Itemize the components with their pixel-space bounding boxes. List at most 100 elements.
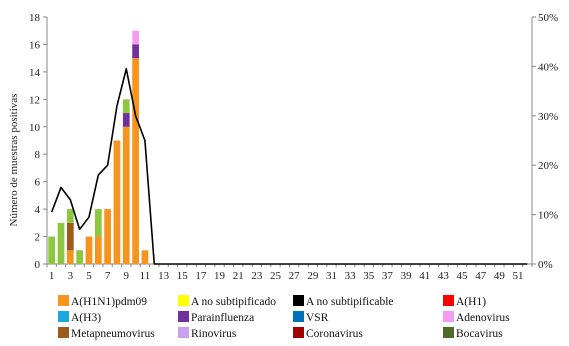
y-tick-label: 2 [35, 232, 41, 244]
bar-a-h1n1-pdm09-w9 [122, 126, 130, 265]
legend-item: Parainfluenza [178, 311, 254, 325]
bar-a-h1n1-pdm09-w10 [132, 58, 139, 264]
x-tick-label: 37 [382, 270, 394, 282]
legend-item: Adenovirus [443, 311, 510, 325]
legend-swatch [293, 327, 304, 338]
x-tick-label: 41 [419, 270, 430, 282]
x-tick-label: 15 [177, 270, 189, 282]
bar-unlabeled-w4 [76, 250, 84, 264]
bars [48, 30, 149, 265]
legend-swatch [58, 295, 69, 306]
y-tick-label: 6 [35, 177, 41, 189]
x-tick-label: 19 [214, 270, 226, 282]
bar-a-h1n1-pdm09-w8 [113, 140, 121, 264]
x-tick-label: 31 [326, 270, 337, 282]
legend-item: Metapneumovirus [58, 327, 155, 341]
legend-label: Metapneumovirus [71, 328, 155, 340]
x-tick-label: 49 [494, 270, 506, 282]
legend-label: Adenovirus [456, 312, 510, 324]
legend-label: A(H3) [71, 312, 102, 324]
x-tick-label: 7 [105, 270, 111, 282]
y2-tick-label: 50% [538, 12, 558, 24]
legend-item: A no subtipificado [178, 295, 276, 309]
legend-item: A(H3) [58, 311, 101, 325]
x-tick-label: 13 [158, 270, 170, 282]
bar-metapneumovirus-w3 [66, 222, 74, 251]
legend-swatch [293, 311, 304, 322]
bar-adenovirus-w10 [132, 30, 139, 45]
x-tick-label: 35 [363, 270, 375, 282]
x-tick-label: 33 [345, 270, 357, 282]
y-tick-label: 14 [29, 67, 41, 79]
bar-unlabeled-w3 [66, 209, 74, 223]
legend-item: Bocavirus [443, 327, 503, 341]
x-tick-label: 45 [457, 270, 469, 282]
bar-unlabeled-w6 [94, 209, 102, 237]
legend: A(H1N1)pdm09 A no subtipificado A no subti… [58, 295, 558, 345]
x-tick-label: 3 [68, 270, 74, 282]
legend-item: A(H1) [443, 295, 486, 309]
bar-a-h1n1-pdm09-w3 [66, 250, 74, 264]
bar-a-h1n1-pdm09-w5 [85, 236, 93, 264]
legend-label: A no subtipificado [191, 296, 276, 308]
legend-label: A(H1) [456, 296, 487, 308]
y2-tick-label: 0% [538, 259, 553, 271]
legend-swatch [443, 295, 454, 306]
legend-item: Rinovirus [178, 327, 236, 341]
x-tick-label: 25 [270, 270, 282, 282]
y2-tick-label: 20% [538, 160, 558, 172]
legend-item: VSR [293, 311, 328, 325]
x-tick-label: 23 [251, 270, 263, 282]
x-tick-label: 11 [140, 270, 151, 282]
x-tick-label: 17 [195, 270, 207, 282]
x-tick-label: 51 [513, 270, 524, 282]
bar-a-h1n1-pdm09-w7 [104, 209, 111, 264]
y2-tick-label: 10% [538, 210, 558, 222]
x-tick-label: 27 [289, 270, 301, 282]
y-tick-label: 0 [35, 259, 41, 271]
legend-label: VSR [306, 312, 329, 324]
legend-swatch [443, 311, 454, 322]
bar-unlabeled-w1 [48, 236, 56, 264]
bar-parainfluenza-w10 [132, 44, 139, 59]
legend-item: A(H1N1)pdm09 [58, 295, 147, 309]
bar-a-h1n1-pdm09-w6 [94, 236, 102, 264]
legend-label: A(H1N1)pdm09 [71, 296, 148, 308]
y-axis-label: Número de muestras positivas [8, 94, 20, 227]
x-tick-label: 29 [307, 270, 319, 282]
legend-label: Parainfluenza [191, 312, 255, 324]
legend-swatch [443, 327, 454, 338]
legend-swatch [178, 295, 189, 306]
legend-swatch [58, 327, 69, 338]
x-tick-label: 21 [233, 270, 244, 282]
y2-tick-label: 30% [538, 111, 558, 123]
x-tick-label: 43 [438, 270, 450, 282]
legend-label: Rinovirus [191, 328, 237, 340]
bar-a-h1n1-pdm09-w11 [141, 250, 149, 264]
legend-item: A no subtipificable [293, 295, 394, 309]
x-tick-label: 5 [86, 270, 92, 282]
y-tick-label: 10 [29, 122, 41, 134]
legend-swatch [178, 327, 189, 338]
x-tick-label: 1 [49, 270, 55, 282]
legend-swatch [178, 311, 189, 322]
y-tick-label: 12 [29, 94, 40, 106]
legend-label: Coronavirus [306, 328, 363, 340]
y-tick-label: 18 [29, 12, 41, 24]
legend-swatch [293, 295, 304, 306]
legend-label: A no subtipificable [306, 296, 394, 308]
legend-swatch [58, 311, 69, 322]
bar-parainfluenza-w9 [122, 113, 130, 127]
legend-item: Coronavirus [293, 327, 363, 341]
positivity-line-path [50, 68, 528, 265]
y2-tick-label: 40% [538, 61, 558, 73]
y-tick-label: 4 [35, 204, 41, 216]
positivity-line [50, 68, 528, 265]
bar-unlabeled-w9 [122, 99, 130, 114]
x-tick-label: 39 [401, 270, 413, 282]
x-tick-label: 47 [475, 270, 487, 282]
legend-label: Bocavirus [456, 328, 503, 340]
x-tick-label: 9 [124, 270, 130, 282]
